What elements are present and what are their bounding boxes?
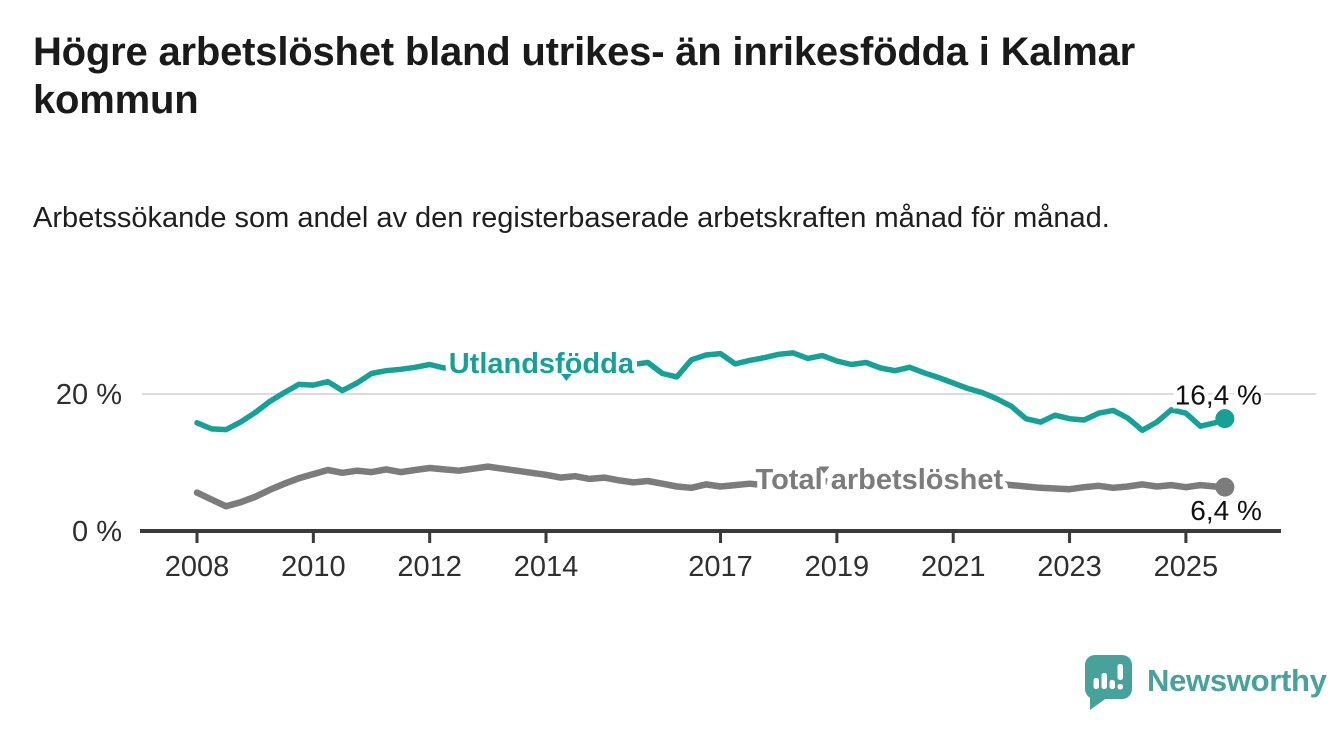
y-tick-label: 20 % [56, 379, 122, 411]
logo-bar-icon [1093, 678, 1099, 689]
x-tick-label: 2008 [165, 551, 230, 583]
logo-bubble-tail [1090, 691, 1108, 710]
x-tick-label: 2012 [397, 551, 462, 583]
newsworthy-logo-icon [1085, 655, 1132, 710]
chart-subtitle: Arbetssökande som andel av den registerb… [33, 202, 1110, 234]
logo-exclamation-dot-icon [1117, 684, 1123, 690]
series-label-pointer-icon [560, 373, 572, 381]
logo-exclamation-icon [1117, 664, 1123, 680]
x-tick-label: 2010 [281, 551, 346, 583]
x-tick-label: 2019 [805, 551, 870, 583]
x-tick-label: 2014 [514, 551, 579, 583]
series-inline-label: Utlandsfödda [449, 348, 635, 380]
series-end-value-label: 16,4 % [1175, 380, 1262, 411]
series-inline-label: Total arbetslöshet [756, 464, 1004, 496]
series-line-total [193, 463, 1229, 510]
series-line-utlandsfodda [194, 350, 1228, 434]
series-end-dot [1215, 409, 1235, 429]
newsworthy-logo[interactable]: Newsworthy [1084, 652, 1327, 712]
series-label-pointer-icon [818, 466, 830, 474]
page-title: Högre arbetslöshet bland utrikes- än inr… [33, 30, 1136, 122]
series-end-value-label: 6,4 % [1190, 495, 1262, 526]
logo-bar-icon [1109, 680, 1115, 689]
x-tick-label: 2025 [1154, 551, 1219, 583]
x-tick-label: 2017 [688, 551, 753, 583]
series-end-dot [1215, 477, 1235, 497]
y-tick-label: 0 % [72, 516, 122, 548]
logo-bar-icon [1101, 673, 1107, 689]
x-tick-label: 2021 [921, 551, 986, 583]
x-tick-label: 2023 [1037, 551, 1102, 583]
newsworthy-logo-text: Newsworthy [1147, 662, 1327, 698]
